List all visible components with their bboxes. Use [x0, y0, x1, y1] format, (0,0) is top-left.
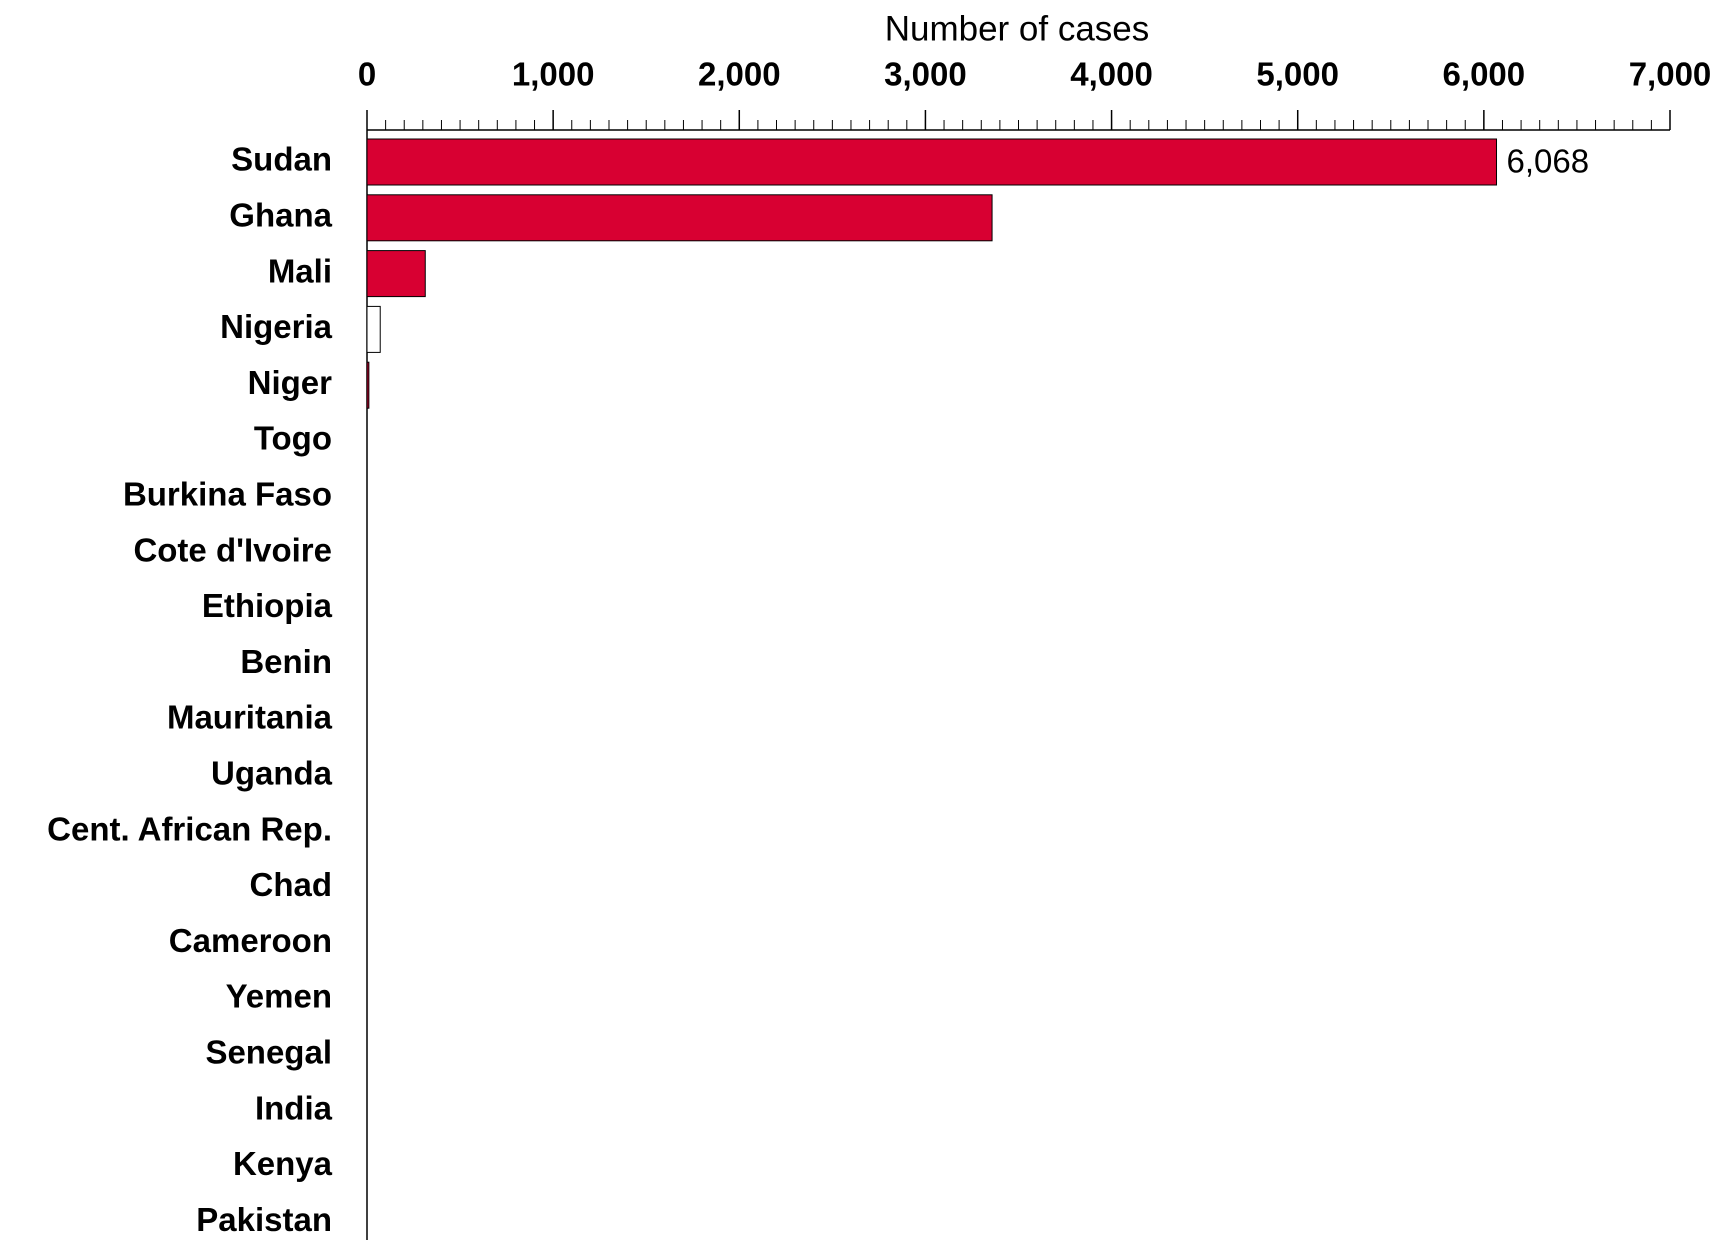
x-tick-label: 1,000 [512, 56, 595, 93]
y-tick-label: Nigeria [220, 308, 333, 345]
y-tick-label: Uganda [211, 755, 333, 792]
x-tick-label: 7,000 [1629, 56, 1712, 93]
y-tick-label: Mali [268, 252, 332, 289]
y-tick-label: India [255, 1089, 333, 1126]
y-tick-label: Niger [248, 364, 333, 401]
y-tick-label: Cote d'Ivoire [133, 531, 332, 568]
bar [366, 250, 426, 298]
x-tick-label: 3,000 [884, 56, 967, 93]
y-tick-label: Togo [254, 420, 332, 457]
bar [366, 361, 370, 409]
y-tick-label: Senegal [205, 1034, 332, 1071]
x-tick-label: 6,000 [1443, 56, 1526, 93]
y-tick-label: Ethiopia [202, 587, 333, 624]
bar [366, 194, 993, 242]
x-tick-label: 5,000 [1256, 56, 1339, 93]
x-tick-label: 4,000 [1070, 56, 1153, 93]
x-tick-label: 0 [358, 56, 376, 93]
y-tick-label: Kenya [233, 1145, 333, 1182]
y-tick-label: Cent. African Rep. [47, 810, 332, 847]
y-tick-label: Ghana [229, 197, 332, 234]
y-tick-label: Sudan [231, 141, 332, 178]
x-tick-label: 2,000 [698, 56, 781, 93]
value-label: 6,068 [1507, 143, 1590, 180]
y-tick-label: Cameroon [169, 922, 332, 959]
y-tick-label: Yemen [226, 978, 332, 1015]
y-tick-label: Pakistan [196, 1201, 332, 1238]
bar [366, 138, 1498, 186]
x-axis-title: Number of cases [885, 9, 1150, 48]
y-tick-label: Chad [250, 866, 333, 903]
y-tick-label: Benin [240, 643, 332, 680]
y-tick-label: Mauritania [167, 699, 333, 736]
bar [366, 305, 381, 353]
y-tick-label: Burkina Faso [123, 476, 332, 513]
